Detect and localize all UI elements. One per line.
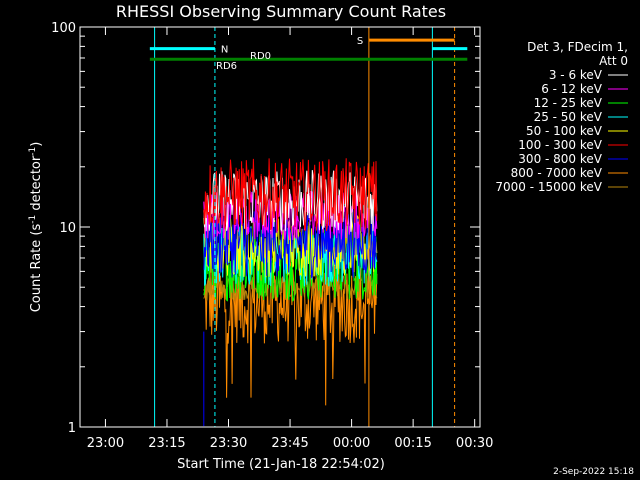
footer-date: 2-Sep-2022 15:18 — [553, 467, 634, 477]
x-axis: 23:00 23:15 23:30 23:45 00:00 00:15 00:30 — [87, 27, 493, 451]
legend-label-1: 6 - 12 keV — [541, 82, 603, 96]
legend-label-4: 50 - 100 keV — [526, 124, 603, 138]
legend-label-2: 12 - 25 keV — [534, 96, 603, 110]
chart-title: RHESSI Observing Summary Count Rates — [116, 2, 446, 21]
flag-label-0: N — [221, 45, 228, 56]
x-tick-label-5: 00:15 — [394, 436, 431, 451]
legend-label-3: 25 - 50 keV — [534, 110, 603, 124]
x-tick-label-4: 00:00 — [333, 436, 370, 451]
x-tick-label-2: 23:30 — [210, 436, 247, 451]
flag-label-rd6: RD6 — [216, 61, 237, 72]
legend-label-8: 7000 - 15000 keV — [495, 180, 602, 194]
flag-label-3: RD0 — [250, 51, 271, 62]
series-line-7 — [203, 260, 378, 406]
legend-label-0: 3 - 6 keV — [549, 68, 603, 82]
x-tick-label-6: 00:30 — [456, 436, 493, 451]
plot-area: N S RD0 RD6 — [149, 27, 481, 427]
x-tick-label-1: 23:15 — [148, 436, 185, 451]
legend-label-7: 800 - 7000 keV — [511, 166, 603, 180]
series-line-6 — [203, 204, 378, 279]
x-tick-label-3: 23:45 — [271, 436, 308, 451]
y-tick-label-0: 1 — [68, 421, 76, 436]
legend-label-5: 100 - 300 keV — [518, 138, 602, 152]
y-tick-label-1: 10 — [59, 221, 76, 236]
y-axis: 1 10 100 — [51, 21, 480, 436]
series-line-5 — [203, 158, 378, 232]
x-tick-label-0: 23:00 — [87, 436, 124, 451]
y-axis-label: Count Rate (s-1 detector-1) — [28, 142, 44, 313]
legend-label-6: 300 - 800 keV — [518, 152, 602, 166]
flag-label-1: S — [357, 36, 363, 47]
legend-header-line1: Det 3, FDecim 1, — [527, 40, 628, 54]
x-axis-label: Start Time (21-Jan-18 22:54:02) — [177, 457, 385, 472]
legend-header-line2: Att 0 — [599, 54, 628, 68]
y-tick-label-2: 100 — [51, 21, 76, 36]
